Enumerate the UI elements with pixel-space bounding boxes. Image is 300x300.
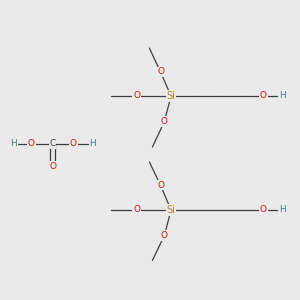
Text: O: O (260, 206, 267, 214)
Text: O: O (157, 181, 164, 190)
Text: O: O (161, 117, 168, 126)
Text: O: O (133, 206, 140, 214)
Text: H: H (90, 140, 96, 148)
Text: O: O (157, 68, 164, 76)
Text: H: H (279, 206, 285, 214)
Text: O: O (260, 92, 267, 100)
Text: H: H (10, 140, 17, 148)
Text: O: O (49, 162, 56, 171)
Text: O: O (161, 231, 168, 240)
Text: O: O (70, 140, 77, 148)
Text: H: H (279, 92, 285, 100)
Text: O: O (133, 92, 140, 100)
Text: O: O (28, 140, 35, 148)
Text: Si: Si (167, 91, 176, 101)
Text: Si: Si (167, 205, 176, 215)
Text: C: C (50, 140, 56, 148)
